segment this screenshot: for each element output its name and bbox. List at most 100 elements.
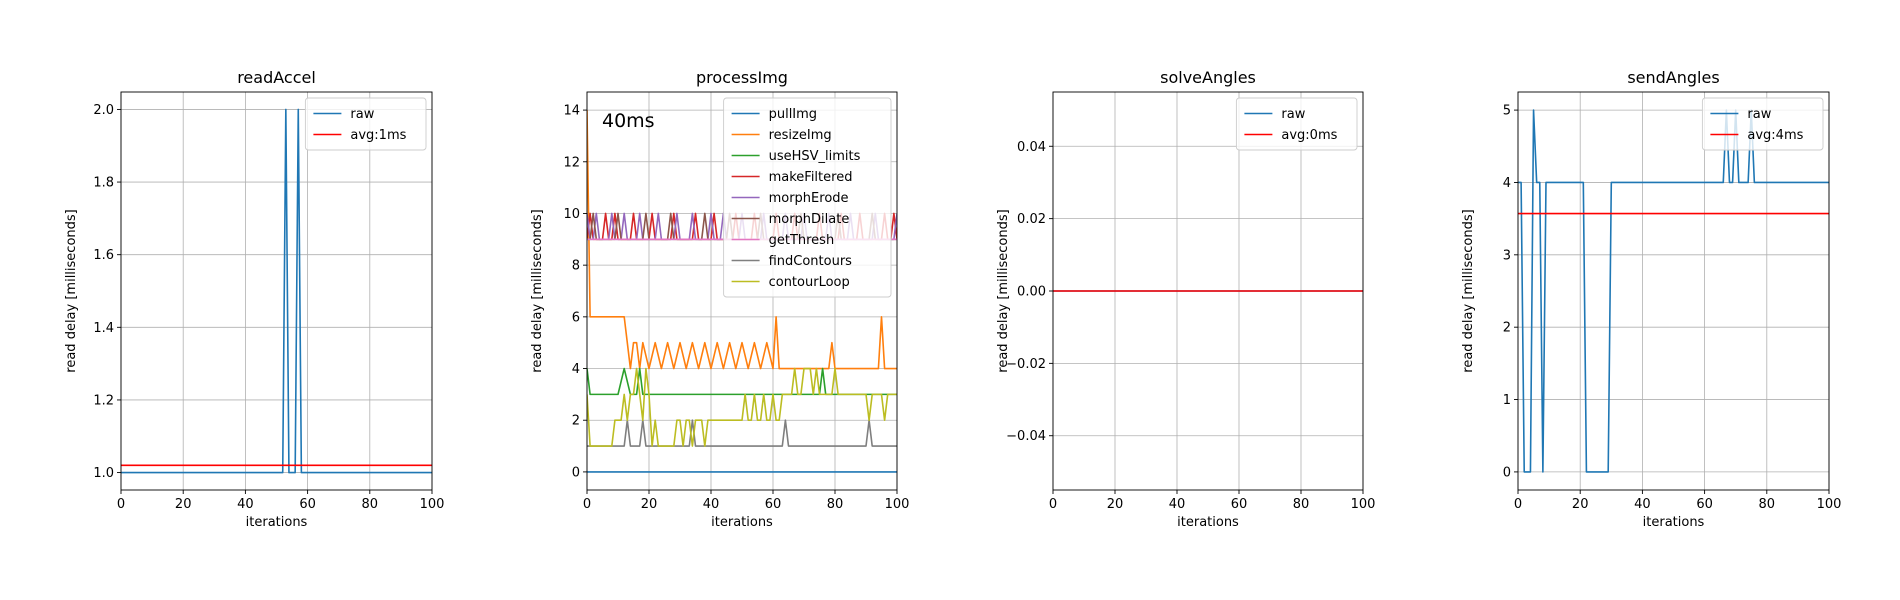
y-tick-label: −0.02 (1006, 357, 1046, 372)
x-axis-label: iterations (1177, 515, 1239, 530)
series-line-2 (587, 110, 897, 370)
y-tick-label: 4 (572, 362, 580, 377)
legend-label: makeFiltered (769, 170, 853, 185)
x-tick-label: 0 (1049, 497, 1057, 512)
legend-box (723, 97, 892, 298)
legend: raw avg:0ms (1235, 97, 1358, 151)
axes-frame (120, 91, 433, 491)
legend-box (1235, 97, 1358, 151)
legend: pullImg resizeImg useHSV_limits makeFiltere… (723, 97, 892, 298)
y-axis-label: read delay [milliseconds] (64, 209, 79, 372)
y-tick-label: 0.02 (1017, 212, 1046, 227)
x-tick-label: 80 (1759, 497, 1776, 512)
x-tick-label: 100 (1351, 497, 1376, 512)
x-tick-label: 0 (583, 497, 591, 512)
chart-title: processImg (696, 68, 788, 87)
y-tick-label: 0 (572, 465, 580, 480)
y-tick-label: −0.04 (1006, 429, 1046, 444)
x-tick-label: 40 (1634, 497, 1651, 512)
x-tick-label: 0 (117, 497, 125, 512)
legend-label: raw (350, 107, 374, 122)
chart-2: 0 20 40 60 80 100 0 2 4 6 8 10 12 14 processImg iterati… (530, 68, 909, 530)
axes-frame (1517, 91, 1830, 491)
legend-label: useHSV_limits (769, 149, 861, 164)
series-line-1 (1518, 109, 1829, 473)
x-tick-label: 40 (703, 497, 720, 512)
y-tick-label: 2 (1503, 321, 1511, 336)
x-tick-label: 80 (827, 497, 844, 512)
chart-1: 0 20 40 60 80 100 1.0 1.2 1.4 1.6 1.8 2.0 readAccel i… (64, 68, 444, 530)
legend-label: getThresh (769, 233, 835, 248)
legend-box (304, 97, 427, 151)
chart-4: 0 20 40 60 80 100 0 1 2 3 4 5 sendAngles iterations re… (1461, 68, 1841, 530)
chart-3: 0 20 40 60 80 100 −0.04 −0.02 0.00 0.02 0.04 solveA… (996, 68, 1375, 530)
y-tick-label: 3 (1503, 248, 1511, 263)
series-line-8 (587, 419, 897, 447)
legend-box (1701, 97, 1824, 151)
legend: raw avg:4ms (1701, 97, 1824, 151)
axes-frame (586, 91, 898, 491)
x-tick-label: 20 (1107, 497, 1124, 512)
y-tick-label: 1 (1503, 393, 1511, 408)
x-axis-label: iterations (246, 515, 308, 530)
x-tick-label: 100 (1817, 497, 1842, 512)
y-tick-label: 4 (1503, 176, 1511, 191)
y-tick-label: 1.2 (93, 393, 114, 408)
series-group (1518, 109, 1829, 473)
legend-label: avg:0ms (1281, 128, 1337, 143)
x-tick-label: 80 (1293, 497, 1310, 512)
x-axis-label: iterations (711, 515, 773, 530)
x-tick-label: 20 (175, 497, 192, 512)
series-group (121, 108, 432, 474)
x-tick-label: 20 (1572, 497, 1589, 512)
legend-label: contourLoop (769, 275, 850, 290)
x-tick-label: 0 (1514, 497, 1522, 512)
y-axis-label: read delay [milliseconds] (1461, 209, 1476, 372)
y-tick-label: 1.4 (93, 321, 114, 336)
y-axis-label: read delay [milliseconds] (996, 209, 1011, 372)
legend: raw avg:1ms (304, 97, 427, 151)
chart-title: solveAngles (1160, 68, 1256, 87)
legend-label: resizeImg (769, 128, 832, 143)
legend-label: avg:1ms (350, 128, 406, 143)
x-tick-label: 60 (1231, 497, 1248, 512)
x-tick-label: 60 (299, 497, 316, 512)
y-axis-label: read delay [milliseconds] (530, 209, 545, 372)
y-tick-label: 10 (563, 207, 580, 222)
series-line-1 (121, 108, 432, 474)
y-tick-label: 0.00 (1017, 285, 1046, 300)
x-tick-label: 100 (420, 497, 445, 512)
x-tick-label: 60 (765, 497, 782, 512)
chart-title: sendAngles (1627, 68, 1719, 87)
x-tick-label: 40 (1169, 497, 1186, 512)
y-tick-label: 2.0 (93, 103, 114, 118)
y-tick-label: 8 (572, 259, 580, 274)
y-tick-label: 12 (563, 155, 580, 170)
chart-annotation: 40ms (602, 110, 655, 132)
x-tick-label: 60 (1696, 497, 1713, 512)
series-line-9 (587, 367, 897, 447)
x-tick-label: 100 (885, 497, 910, 512)
legend-label: avg:4ms (1747, 128, 1803, 143)
y-tick-label: 1.6 (93, 248, 114, 263)
x-tick-label: 40 (237, 497, 254, 512)
chart-title: readAccel (237, 68, 316, 87)
x-tick-label: 80 (362, 497, 379, 512)
y-tick-label: 1.0 (93, 466, 114, 481)
legend-label: pullImg (769, 107, 817, 122)
y-tick-label: 5 (1503, 104, 1511, 119)
legend-label: findContours (769, 254, 853, 269)
x-axis-label: iterations (1643, 515, 1705, 530)
legend-label: morphErode (769, 191, 849, 206)
y-tick-label: 14 (563, 104, 580, 119)
y-tick-label: 2 (572, 414, 580, 429)
y-tick-label: 0 (1503, 465, 1511, 480)
legend-label: morphDilate (769, 212, 850, 227)
x-tick-label: 20 (641, 497, 658, 512)
y-tick-label: 6 (572, 310, 580, 325)
legend-label: raw (1747, 107, 1771, 122)
legend-label: raw (1281, 107, 1305, 122)
y-tick-label: 0.04 (1017, 140, 1046, 155)
y-tick-label: 1.8 (93, 176, 114, 191)
